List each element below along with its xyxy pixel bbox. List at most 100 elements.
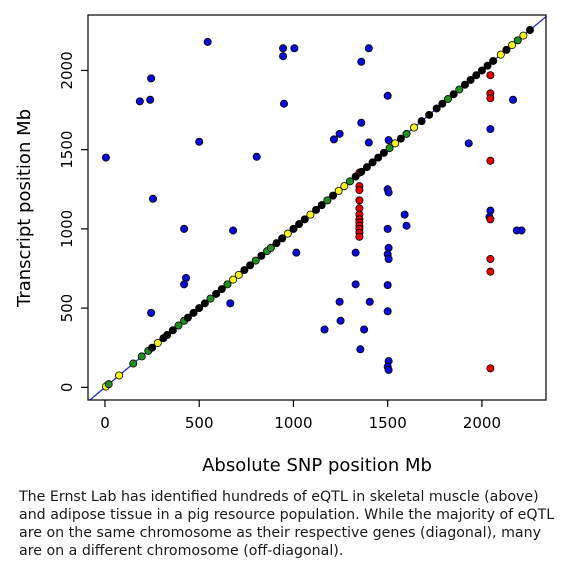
scatter-plot: 0 500 1000 1500 2000 0 500 1000 1500 2000 Absolu… <box>14 14 547 476</box>
diagonal-point-black <box>163 331 172 340</box>
off-diagonal-point-red <box>486 156 495 165</box>
diagonal-point-black <box>189 308 198 317</box>
diagonal-point-black <box>289 224 298 233</box>
off-diagonal-point-blue <box>203 37 212 46</box>
off-diagonal-point-red <box>486 267 495 276</box>
diagonal-point-black <box>460 80 469 89</box>
diagonal-point-black <box>368 158 377 167</box>
plot-clip-group <box>88 16 546 400</box>
off-diagonal-point-blue <box>383 281 392 290</box>
off-diagonal-point-blue <box>146 95 155 104</box>
diagonal-point-black <box>379 148 388 157</box>
diagonal-point-yellow <box>234 270 243 279</box>
off-diagonal-point-blue <box>147 308 156 317</box>
diagonal-point-black <box>217 285 226 294</box>
diagonal-point-black <box>200 299 209 308</box>
off-diagonal-point-red <box>486 364 495 373</box>
off-diagonal-point-blue <box>335 129 344 138</box>
off-diagonal-point-blue <box>252 152 261 161</box>
diagonal-point-green <box>137 352 146 361</box>
off-diagonal-point-blue <box>509 95 518 104</box>
off-diagonal-point-blue <box>336 316 345 325</box>
diagonal-point-black <box>212 289 221 298</box>
off-diagonal-point-blue <box>292 248 301 257</box>
off-diagonal-point-red <box>486 94 495 103</box>
off-diagonal-point-blue <box>402 221 411 230</box>
plot-area <box>87 14 547 401</box>
off-diagonal-point-blue <box>364 138 373 147</box>
diagonal-point-yellow <box>334 186 343 195</box>
diagonal-point-yellow <box>283 229 292 238</box>
off-diagonal-point-blue <box>383 91 392 100</box>
off-diagonal-point-blue <box>464 139 473 148</box>
off-diagonal-point-blue <box>351 280 360 289</box>
diagonal-point-black <box>317 201 326 210</box>
diagonal-point-yellow <box>306 210 315 219</box>
diagonal-point-black <box>525 26 534 35</box>
y-axis: 0 500 1000 1500 2000 <box>58 51 88 392</box>
diagonal-point-green <box>402 129 411 138</box>
diagonal-point-yellow <box>410 123 419 132</box>
off-diagonal-point-blue <box>357 118 366 127</box>
diagonal-point-black <box>295 220 304 229</box>
diagonal-point-yellow <box>391 139 400 148</box>
diagonal-point-black <box>438 99 447 108</box>
off-diagonal-point-blue <box>329 135 338 144</box>
diagonal-point-green <box>206 294 215 303</box>
off-diagonal-point-blue <box>279 44 288 53</box>
off-diagonal-point-blue <box>180 280 189 289</box>
x-axis: 0 500 1000 1500 2000 <box>100 400 501 432</box>
off-diagonal-point-red <box>486 254 495 263</box>
off-diagonal-point-blue <box>364 44 373 53</box>
diagonal-point-black <box>477 66 486 75</box>
diagonal-point-black <box>502 45 511 54</box>
off-diagonal-point-blue <box>279 52 288 61</box>
diagonal-point-green <box>266 243 275 252</box>
figure-caption: The Ernst Lab has identified hundreds of… <box>19 489 555 559</box>
off-diagonal-point-blue <box>384 136 393 145</box>
x-tick-label: 0 <box>100 414 110 432</box>
diagonal-point-green <box>455 85 464 94</box>
diagonal-point-black <box>449 90 458 99</box>
diagonal-point-black <box>195 304 204 313</box>
diagonal-point-black <box>300 215 309 224</box>
off-diagonal-point-blue <box>384 365 393 374</box>
y-axis-label: Transcript position Mb <box>14 109 35 308</box>
diagonal-point-black <box>312 205 321 214</box>
diagonal-point-yellow <box>508 41 517 50</box>
off-diagonal-point-blue <box>229 226 238 235</box>
off-diagonal-point-blue <box>486 125 495 134</box>
off-diagonal-point-blue <box>360 325 369 334</box>
diagonal-point-black <box>357 167 366 176</box>
diagonal-point-black <box>148 343 157 352</box>
y-tick-label: 1000 <box>58 210 76 248</box>
y-tick-label: 0 <box>58 383 76 393</box>
diagonal-point-black <box>272 239 281 248</box>
diagonal-point-green <box>345 177 354 186</box>
diagonal-point-black <box>417 117 426 126</box>
off-diagonal-point-blue <box>226 299 235 308</box>
diagonal-point-yellow <box>519 31 528 40</box>
y-tick-label: 1500 <box>58 131 76 169</box>
off-diagonal-point-blue <box>384 254 393 263</box>
diagonal-point-green <box>385 144 394 153</box>
diagonal-point-green <box>251 256 260 265</box>
diagonal-point-black <box>425 110 434 119</box>
diagonal-point-yellow <box>496 50 505 59</box>
diagonal-point-black <box>466 75 475 84</box>
diagonal-point-green <box>129 359 138 368</box>
off-diagonal-point-blue <box>290 44 299 53</box>
off-diagonal-point-blue <box>384 188 393 197</box>
diagonal-point-green <box>223 280 232 289</box>
diagonal-point-black <box>183 313 192 322</box>
y-tick-label: 2000 <box>58 51 76 89</box>
off-diagonal-point-blue <box>195 137 204 146</box>
off-diagonal-point-blue <box>365 297 374 306</box>
diagonal-point-black <box>257 251 266 260</box>
diagonal-point-black <box>396 134 405 143</box>
x-axis-label: Absolute SNP position Mb <box>202 455 432 476</box>
off-diagonal-point-blue <box>320 325 329 334</box>
off-diagonal-point-blue <box>335 297 344 306</box>
off-diagonal-point-blue <box>357 57 366 66</box>
diagonal-point-yellow <box>229 275 238 284</box>
